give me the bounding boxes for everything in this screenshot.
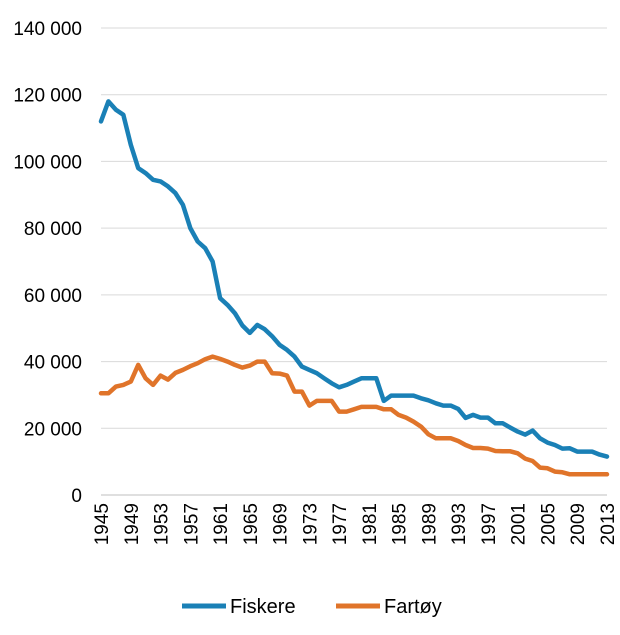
x-tick-label: 1977 [330, 503, 351, 545]
legend: Fiskere Fartøy [182, 596, 442, 618]
x-tick-label: 2001 [509, 503, 530, 545]
x-tick-label: 2013 [598, 503, 619, 545]
y-tick-label: 60 000 [24, 286, 82, 307]
x-tick-label: 2005 [538, 503, 559, 545]
x-tick-label: 1997 [479, 503, 500, 545]
x-axis-tick-labels: 1945 1949 1953 1957 1961 1965 1969 1973 1977 1981… [92, 503, 619, 545]
x-tick-label: 1973 [300, 503, 321, 545]
y-tick-label: 0 [71, 486, 82, 507]
x-tick-label: 1969 [271, 503, 292, 545]
x-tick-label: 1985 [390, 503, 411, 545]
series-line-fiskere [98, 99, 610, 459]
series-line-fartoy [98, 354, 610, 477]
x-tick-label: 1965 [241, 503, 262, 545]
y-tick-label: 20 000 [24, 419, 82, 440]
y-tick-label: 40 000 [24, 353, 82, 374]
x-tick-label: 2009 [568, 503, 589, 545]
x-tick-label: 1945 [92, 503, 113, 545]
legend-label-fartoy: Fartøy [384, 596, 442, 618]
y-axis-tick-labels: 0 20 000 40 000 60 000 80 000 100 000 120 000 1… [13, 19, 82, 507]
y-tick-label: 100 000 [13, 152, 82, 173]
x-tick-label: 1961 [211, 503, 232, 545]
y-tick-label: 120 000 [13, 86, 82, 107]
x-tick-label: 1993 [449, 503, 470, 545]
x-tick-label: 1989 [419, 503, 440, 545]
y-tick-label: 80 000 [24, 219, 82, 240]
legend-label-fiskere: Fiskere [230, 596, 296, 618]
x-tick-label: 1953 [152, 503, 173, 545]
x-tick-label: 1949 [122, 503, 143, 545]
gridlines [101, 27, 607, 429]
series-lines [98, 99, 610, 477]
x-tick-label: 1981 [360, 503, 381, 545]
y-tick-label: 140 000 [13, 19, 82, 40]
x-tick-label: 1957 [181, 503, 202, 545]
